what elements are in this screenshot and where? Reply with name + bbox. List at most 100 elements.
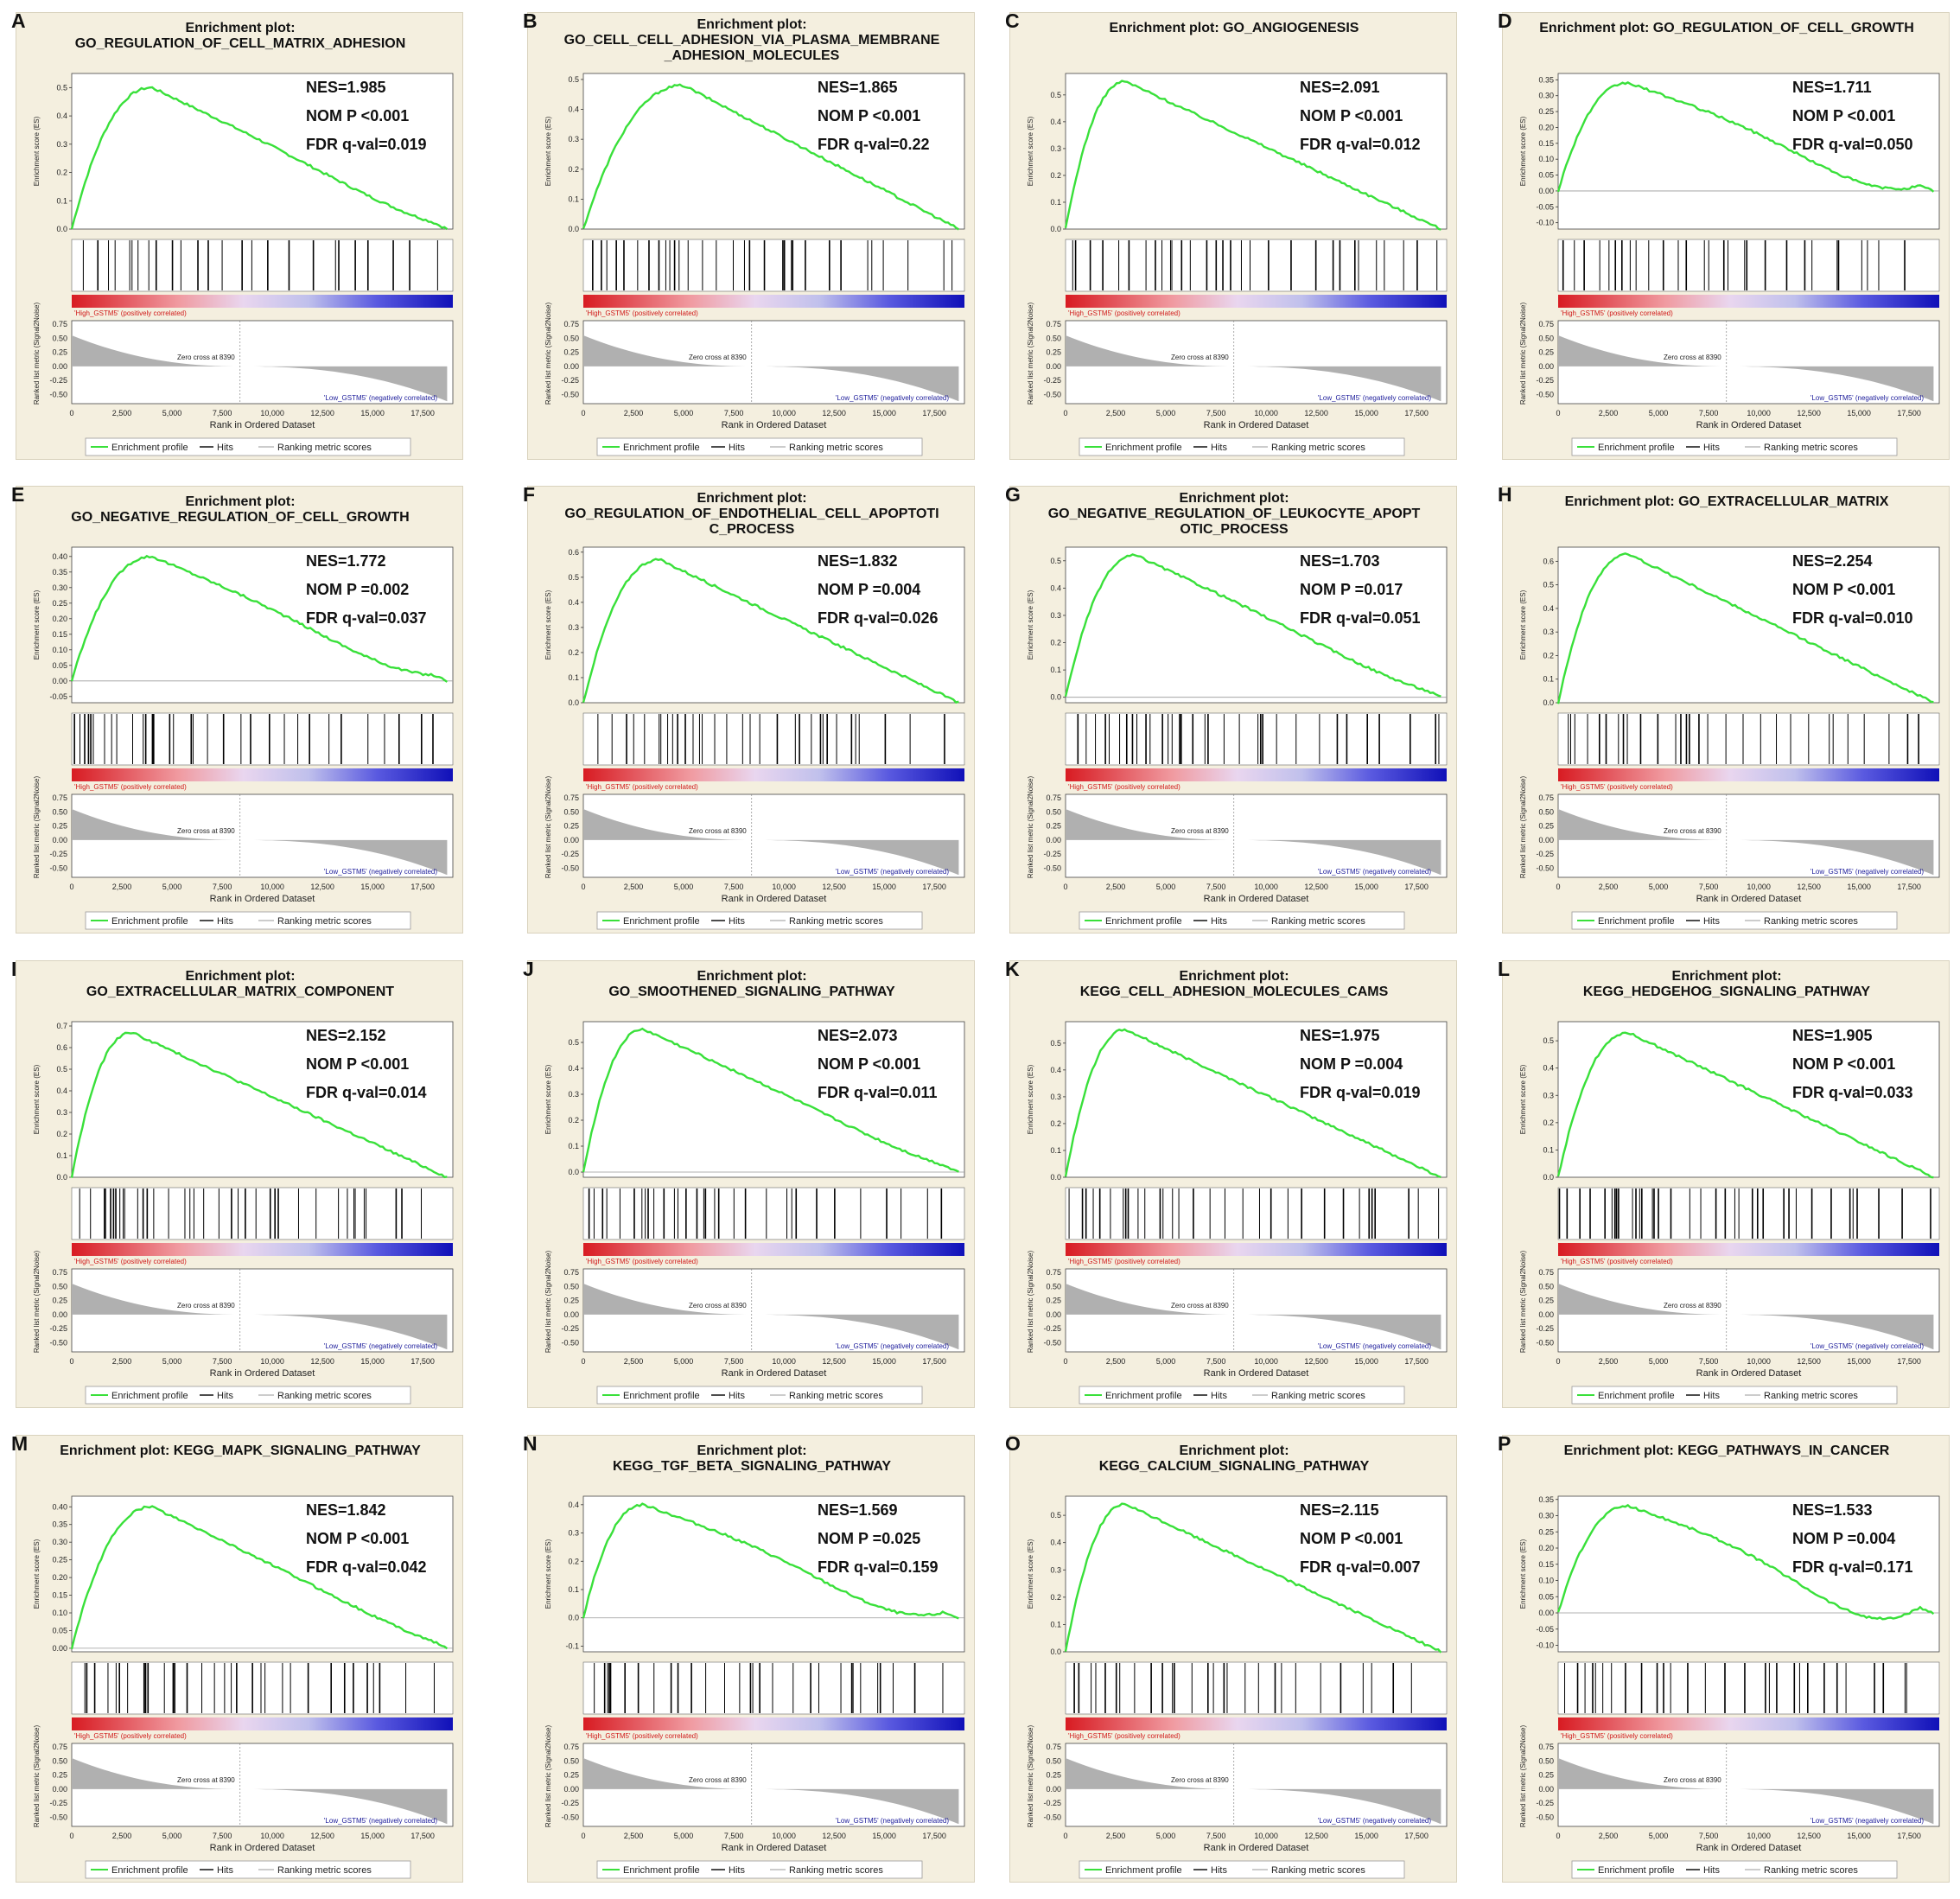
enrichment-profile-line — [70, 1031, 448, 1179]
metric-y-tick-label: 0.00 — [1538, 1310, 1554, 1319]
metric-y-tick-label: 0.25 — [563, 348, 579, 357]
ranked-color-bar — [1066, 1243, 1447, 1256]
nom-p-value: NOM P =0.017 — [1300, 581, 1403, 598]
enrichment-panel-b: B Enrichment plot: GO_CELL_CELL_ADHESION_V… — [523, 10, 975, 460]
enrichment-plot-svg: Enrichment plot: GO_EXTRACELLULAR_MATRIX… — [1519, 494, 1940, 930]
metric-y-tick-label: -0.25 — [1536, 1324, 1554, 1333]
x-tick-label: 15,000 — [360, 1832, 385, 1840]
metric-y-tick-label: 0.25 — [1538, 1771, 1554, 1780]
nes-value: NES=2.152 — [306, 1027, 386, 1044]
hits-group — [1072, 240, 1438, 290]
x-tick-label: 17,500 — [922, 1357, 946, 1366]
metric-y-tick-label: -0.25 — [49, 1324, 67, 1333]
x-tick-label: 7,500 — [1699, 883, 1719, 891]
x-tick-label: 5,000 — [674, 1832, 694, 1840]
x-axis-label: Rank in Ordered Dataset — [722, 420, 827, 430]
legend-profile-label: Enrichment profile — [1598, 443, 1675, 453]
es-y-tick-label: 0.5 — [1050, 1039, 1061, 1048]
x-tick-label: 5,000 — [162, 1832, 182, 1840]
enrichment-panel-e: E Enrichment plot: GO_NEGATIVE_REGULATION_… — [11, 483, 463, 934]
metric-y-tick-label: 0.75 — [1538, 1268, 1554, 1277]
ranking-metric-area — [1066, 809, 1441, 876]
es-axis-label: Enrichment score (ES) — [544, 1064, 552, 1134]
enrichment-plot-svg: Enrichment plot:GO_REGULATION_OF_CELL_MA… — [33, 21, 454, 456]
hits-area — [582, 239, 965, 292]
positive-label: 'High_GSTM5' (positively correlated) — [586, 1258, 698, 1265]
metric-y-tick-label: 0.25 — [52, 1297, 67, 1305]
x-tick-label: 15,000 — [360, 409, 385, 417]
negative-label: 'Low_GSTM5' (negatively correlated) — [324, 1342, 437, 1350]
es-y-tick-label: 0.25 — [52, 599, 67, 608]
legend-metric-label: Ranking metric scores — [789, 1391, 883, 1401]
metric-y-tick-label: 0.50 — [1046, 334, 1061, 342]
metric-y-tick-label: 0.50 — [1046, 1756, 1061, 1765]
legend-box — [85, 911, 411, 930]
es-y-tick-label: 0.4 — [1050, 583, 1061, 592]
legend-box — [596, 1386, 923, 1405]
x-tick-label: 2,500 — [1106, 883, 1126, 891]
es-y-tick-label: -0.10 — [1536, 1641, 1554, 1650]
enrichment-plot-svg: Enrichment plot:GO_NEGATIVE_REGULATION_O… — [33, 494, 454, 930]
panel-letter: L — [1498, 958, 1511, 980]
metric-y-tick-label: -0.25 — [1043, 850, 1061, 858]
legend-profile-label: Enrichment profile — [623, 1391, 700, 1401]
plot-title-line: Enrichment plot: GO_EXTRACELLULAR_MATRIX — [1565, 494, 1889, 509]
x-tick-label: 17,500 — [922, 409, 946, 417]
es-plot-area — [1065, 1021, 1448, 1178]
enrichment-panel-h: H Enrichment plot: GO_EXTRACELLULAR_MATRI… — [1498, 483, 1950, 934]
metric-y-tick-label: -0.25 — [1536, 850, 1554, 858]
x-tick-label: 15,000 — [872, 409, 896, 417]
es-y-tick-label: 0.00 — [52, 1644, 67, 1653]
enrichment-panel-k: K Enrichment plot: KEGG_CELL_ADHESION_MOLE… — [1005, 958, 1457, 1408]
legend-profile-label: Enrichment profile — [1105, 916, 1182, 927]
legend-hits-label: Hits — [729, 1391, 745, 1401]
x-tick-label: 17,500 — [1404, 883, 1429, 891]
negative-label: 'Low_GSTM5' (negatively correlated) — [324, 394, 437, 402]
x-tick-label: 0 — [1556, 409, 1560, 417]
x-tick-label: 7,500 — [213, 1832, 232, 1840]
x-tick-label: 0 — [581, 1357, 585, 1366]
x-tick-label: 10,000 — [260, 1832, 284, 1840]
hits-area — [1065, 1187, 1448, 1240]
x-tick-label: 15,000 — [1354, 1832, 1378, 1840]
legend: Enrichment profile Hits Ranking metric sco… — [85, 911, 411, 930]
x-tick-label: 10,000 — [260, 1357, 284, 1366]
zero-cross-label: Zero cross at 8390 — [1171, 827, 1229, 835]
metric-y-tick-label: 0.75 — [1538, 320, 1554, 328]
metric-y-tick-label: 0.25 — [1538, 348, 1554, 357]
metric-y-tick-label: 0.50 — [52, 1282, 67, 1290]
enrichment-profile-line — [1556, 81, 1935, 193]
zero-cross-label: Zero cross at 8390 — [1171, 354, 1229, 361]
x-tick-label: 2,500 — [1599, 409, 1619, 417]
x-tick-label: 12,500 — [822, 1357, 846, 1366]
hits-area — [71, 1661, 454, 1715]
x-tick-label: 10,000 — [772, 883, 796, 891]
metric-y-tick-label: 0.75 — [563, 1268, 579, 1277]
metric-y-tick-label: 0.00 — [1046, 1310, 1061, 1319]
ranking-metric-area — [1558, 1284, 1934, 1350]
fdr-q-value: FDR q-val=0.042 — [306, 1558, 427, 1576]
x-tick-label: 17,500 — [1897, 409, 1921, 417]
negative-label: 'Low_GSTM5' (negatively correlated) — [1318, 394, 1431, 402]
es-y-tick-label: 0.2 — [56, 169, 67, 177]
x-tick-label: 5,000 — [162, 1357, 182, 1366]
es-y-tick-label: 0.10 — [52, 646, 67, 654]
metric-y-tick-label: -0.25 — [1043, 1799, 1061, 1807]
x-tick-label: 12,500 — [822, 409, 846, 417]
plot-title-line: Enrichment plot: — [1179, 491, 1289, 506]
ranked-color-bar — [72, 1717, 453, 1730]
positive-label: 'High_GSTM5' (positively correlated) — [1561, 1732, 1673, 1740]
panel-letter: E — [11, 483, 25, 506]
es-plot-area — [71, 546, 454, 704]
hits-area — [582, 1187, 965, 1240]
ranking-metric-area — [72, 1284, 448, 1350]
panel-letter: O — [1005, 1432, 1021, 1455]
metric-y-tick-label: 0.00 — [563, 1310, 579, 1319]
x-tick-label: 0 — [1063, 1832, 1067, 1840]
x-axis-label: Rank in Ordered Dataset — [210, 1368, 315, 1379]
metric-y-tick-label: 0.75 — [52, 1268, 67, 1277]
x-axis-label: Rank in Ordered Dataset — [722, 1843, 827, 1853]
es-y-tick-label: 0.4 — [1543, 604, 1554, 613]
legend-hits-label: Hits — [1211, 1865, 1227, 1876]
metric-y-tick-label: 0.00 — [1538, 362, 1554, 371]
